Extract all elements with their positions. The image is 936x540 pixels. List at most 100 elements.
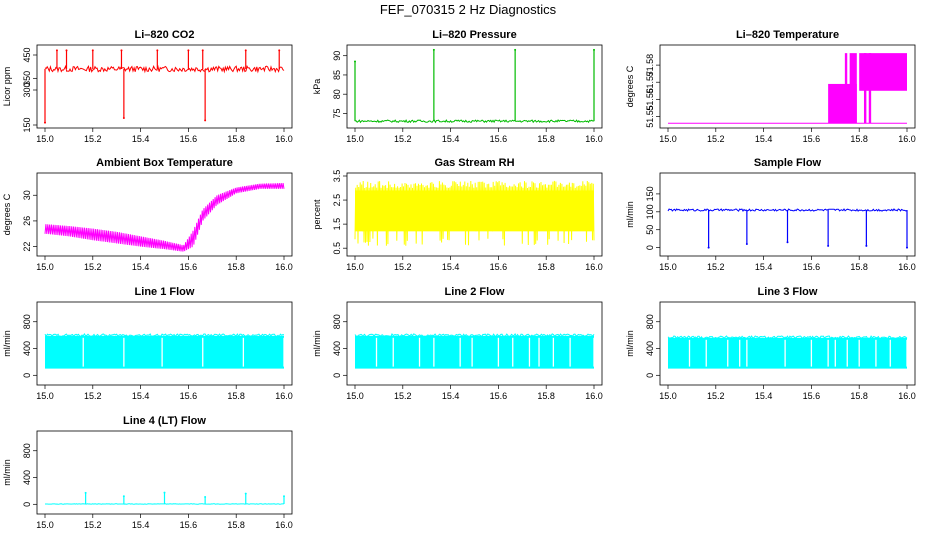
series-rh bbox=[354, 180, 595, 246]
data-point bbox=[432, 48, 435, 51]
panel-co2: Li–820 CO2 15.0 15.2 15.4 15.6 15.8 16.0 150 300… bbox=[2, 29, 293, 144]
data-block bbox=[844, 53, 848, 124]
y-tick-label: 22 bbox=[22, 242, 32, 252]
y-tick-label: 400 bbox=[645, 341, 655, 356]
y-tick-label: 150 bbox=[645, 186, 655, 201]
x-tick-label: 15.8 bbox=[850, 262, 868, 272]
plot-frame bbox=[659, 44, 916, 129]
plot-frame bbox=[346, 172, 603, 257]
data-point bbox=[156, 49, 159, 52]
x-tick-label: 15.0 bbox=[346, 262, 364, 272]
data-point bbox=[84, 491, 87, 494]
y-axis-label: Licor ppm bbox=[2, 67, 12, 107]
y-tick-label: 300 bbox=[22, 82, 32, 97]
y-tick-label: 450 bbox=[22, 47, 32, 62]
series-line2 bbox=[354, 333, 595, 369]
x-tick-label: 15.2 bbox=[394, 134, 412, 144]
panel-title: Line 2 Flow bbox=[445, 286, 505, 298]
panel-title: Li–820 Pressure bbox=[432, 29, 516, 41]
x-tick-label: 15.8 bbox=[537, 391, 555, 401]
x-tick-label: 15.4 bbox=[132, 262, 150, 272]
panel-line2: Line 2 Flow 15.0 15.2 15.4 15.6 15.8 16.0 0 400 8… bbox=[312, 286, 603, 401]
y-tick-label: 3.5 bbox=[332, 170, 342, 183]
y-axis-label: ml/min bbox=[625, 330, 635, 357]
y-tick-label: 51.55 bbox=[645, 105, 655, 128]
data-line bbox=[354, 180, 595, 246]
x-tick-label: 15.2 bbox=[707, 134, 725, 144]
data-point bbox=[786, 241, 789, 244]
y-axis-label: ml/min bbox=[625, 201, 635, 228]
x-tick-label: 15.0 bbox=[659, 391, 677, 401]
panel-pressure: Li–820 Pressure 15.0 15.2 15.4 15.6 15.8 16.0 7… bbox=[312, 29, 603, 144]
x-tick-label: 15.2 bbox=[84, 391, 102, 401]
data-band bbox=[668, 337, 907, 369]
x-tick-label: 15.6 bbox=[180, 391, 198, 401]
x-tick-label: 16.0 bbox=[585, 391, 603, 401]
y-tick-label: 0 bbox=[22, 373, 32, 378]
y-tick-label: 400 bbox=[22, 470, 32, 485]
x-tick-label: 15.4 bbox=[755, 134, 773, 144]
data-point bbox=[55, 49, 58, 52]
y-tick-label: 51.58 bbox=[645, 54, 655, 77]
x-tick-label: 15.6 bbox=[490, 134, 508, 144]
x-tick-label: 16.0 bbox=[275, 134, 293, 144]
y-tick-label: 80 bbox=[332, 89, 342, 99]
y-tick-label: 0 bbox=[645, 245, 655, 250]
y-axis-label: degrees C bbox=[2, 193, 12, 235]
y-tick-label: 0 bbox=[22, 502, 32, 507]
y-tick-label: 90 bbox=[332, 51, 342, 61]
x-tick-label: 15.2 bbox=[707, 262, 725, 272]
x-tick-label: 16.0 bbox=[275, 391, 293, 401]
series-co2 bbox=[44, 49, 285, 124]
data-point bbox=[745, 243, 748, 246]
y-tick-label: 800 bbox=[645, 314, 655, 329]
data-point bbox=[44, 121, 46, 124]
y-tick-label: 0 bbox=[645, 373, 655, 378]
panel-title: Li–820 Temperature bbox=[736, 29, 839, 41]
x-tick-label: 15.4 bbox=[442, 262, 460, 272]
data-point bbox=[204, 495, 207, 498]
y-tick-label: 800 bbox=[22, 314, 32, 329]
x-tick-label: 15.4 bbox=[132, 134, 150, 144]
y-tick-label: 2.5 bbox=[332, 194, 342, 207]
x-tick-label: 15.0 bbox=[346, 134, 364, 144]
x-tick-label: 15.2 bbox=[84, 262, 102, 272]
panel-line3: Line 3 Flow 15.0 15.2 15.4 15.6 15.8 16.0 0 400 8… bbox=[625, 286, 916, 401]
x-tick-label: 15.0 bbox=[36, 391, 54, 401]
y-tick-label: 1.5 bbox=[332, 218, 342, 231]
data-block bbox=[849, 53, 857, 124]
x-tick-label: 15.2 bbox=[394, 262, 412, 272]
y-tick-label: 100 bbox=[645, 204, 655, 219]
series-line3 bbox=[667, 335, 908, 369]
x-tick-label: 15.6 bbox=[180, 520, 198, 530]
x-tick-label: 15.8 bbox=[537, 134, 555, 144]
x-tick-label: 15.6 bbox=[490, 262, 508, 272]
y-axis-label: ml/min bbox=[312, 330, 322, 357]
data-point bbox=[906, 246, 908, 249]
series-temperature bbox=[668, 53, 907, 124]
y-tick-label: 26 bbox=[22, 216, 32, 226]
panel-title: Gas Stream RH bbox=[434, 157, 514, 169]
x-tick-label: 15.2 bbox=[84, 134, 102, 144]
data-point bbox=[827, 244, 830, 247]
panel-box_temp: Ambient Box Temperature 15.0 15.2 15.4 15.6 1… bbox=[2, 157, 293, 272]
y-axis-label: ml/min bbox=[2, 330, 12, 357]
data-point bbox=[122, 117, 125, 119]
x-tick-label: 15.6 bbox=[490, 391, 508, 401]
data-point bbox=[65, 49, 68, 52]
panel-sample_flow: Sample Flow 15.0 15.2 15.4 15.6 15.8 16.0 0 50 10… bbox=[625, 157, 916, 272]
data-point bbox=[514, 48, 517, 51]
y-axis-label: percent bbox=[312, 199, 322, 230]
data-line bbox=[354, 119, 595, 124]
y-tick-label: 800 bbox=[22, 443, 32, 458]
y-tick-label: 800 bbox=[332, 314, 342, 329]
x-tick-label: 15.8 bbox=[850, 391, 868, 401]
x-tick-label: 16.0 bbox=[585, 134, 603, 144]
data-point bbox=[354, 60, 356, 63]
y-axis-label: degrees C bbox=[625, 65, 635, 107]
y-tick-label: 30 bbox=[22, 190, 32, 200]
data-block bbox=[868, 53, 872, 124]
x-tick-label: 15.0 bbox=[346, 391, 364, 401]
panel-line1: Line 1 Flow 15.0 15.2 15.4 15.6 15.8 16.0 0 400 8… bbox=[2, 286, 293, 401]
plot-frame bbox=[659, 172, 916, 257]
